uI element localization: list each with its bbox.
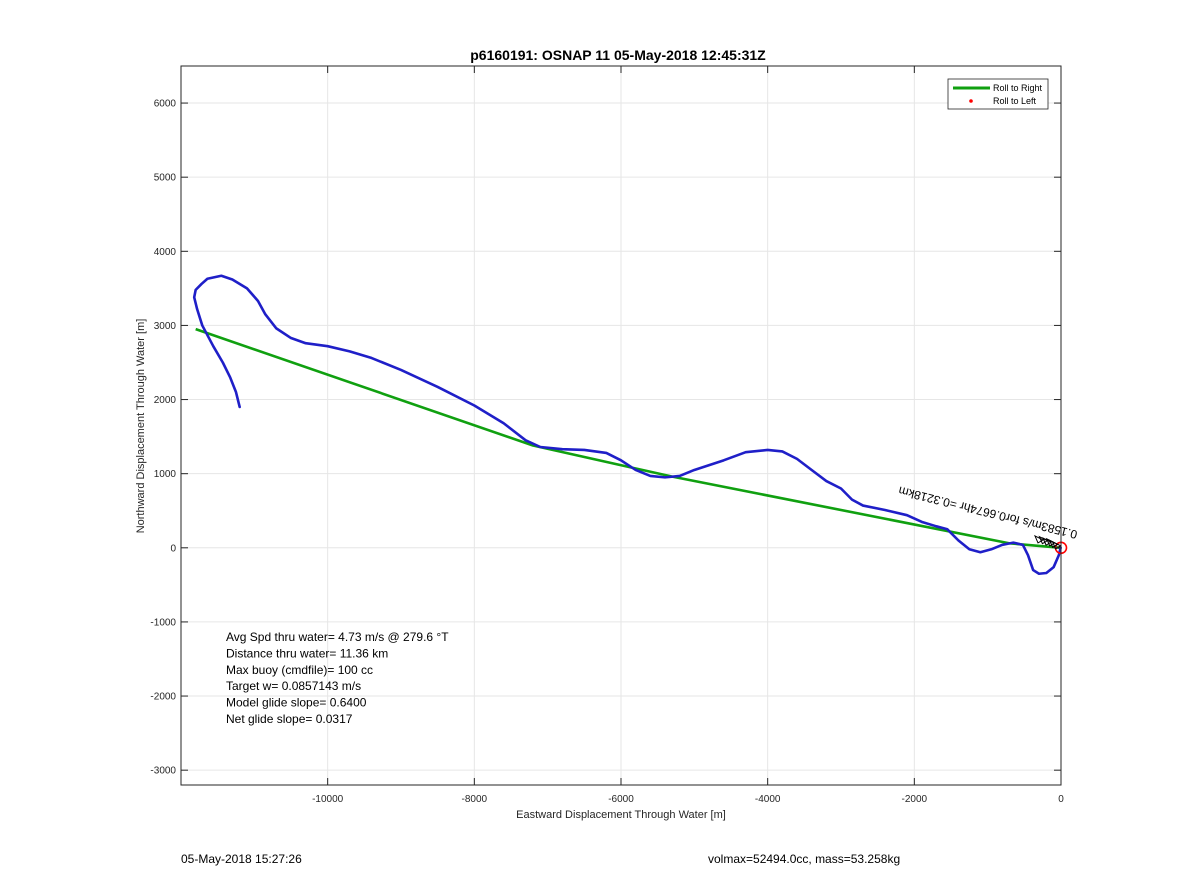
stats-line: Distance thru water= 11.36 km [226, 646, 388, 660]
stats-line: Net glide slope= 0.0317 [226, 712, 353, 726]
legend: Roll to Right Roll to Left [947, 78, 1049, 110]
x-tick-label: 0 [1058, 794, 1064, 805]
current-arrow-mark [1034, 534, 1045, 544]
legend-box [947, 78, 1049, 110]
grid [181, 66, 1062, 785]
ticks: -10000 -8000 -6000 -4000 -2000 0-3000-2000-10… [150, 66, 1064, 805]
glider-track-line [192, 274, 1062, 576]
y-tick-label: 6000 [154, 99, 177, 110]
chart-title: p6160191: OSNAP 11 05-May-2018 12:45:31Z [470, 47, 766, 63]
y-tick-label: 3000 [154, 321, 177, 332]
x-tick-label: -8000 [462, 794, 488, 805]
y-axis-label: Northward Displacement Through Water [m] [135, 319, 147, 534]
x-tick-label: -6000 [608, 794, 634, 805]
stats-line: Avg Spd thru water= 4.73 m/s @ 279.6 °T [226, 630, 449, 644]
footer-timestamp: 05-May-2018 15:27:26 [181, 852, 302, 866]
y-tick-label: 4000 [154, 247, 177, 258]
footer-mass-info: volmax=52494.0cc, mass=53.258kg [708, 852, 901, 866]
y-tick-label: 5000 [154, 173, 177, 184]
stats-text-block: Avg Spd thru water= 4.73 m/s @ 279.6 °T D… [226, 630, 449, 726]
legend-label-roll-right: Roll to Right [993, 83, 1043, 93]
x-tick-label: -4000 [755, 794, 781, 805]
stats-line: Max buoy (cmdfile)= 100 cc [226, 663, 373, 677]
legend-label-roll-left: Roll to Left [993, 96, 1037, 106]
x-axis-label: Eastward Displacement Through Water [m] [516, 809, 726, 821]
y-tick-label: 0 [170, 543, 176, 554]
y-tick-label: -1000 [150, 617, 176, 628]
y-tick-label: -3000 [150, 766, 176, 777]
x-tick-label: -10000 [312, 794, 344, 805]
legend-dot-roll-left [969, 99, 973, 103]
y-tick-label: 2000 [154, 395, 177, 406]
y-tick-label: -2000 [150, 692, 176, 703]
stats-line: Target w= 0.0857143 m/s [226, 679, 361, 693]
x-tick-label: -2000 [902, 794, 928, 805]
stats-line: Model glide slope= 0.6400 [226, 696, 367, 710]
y-tick-label: 1000 [154, 469, 177, 480]
